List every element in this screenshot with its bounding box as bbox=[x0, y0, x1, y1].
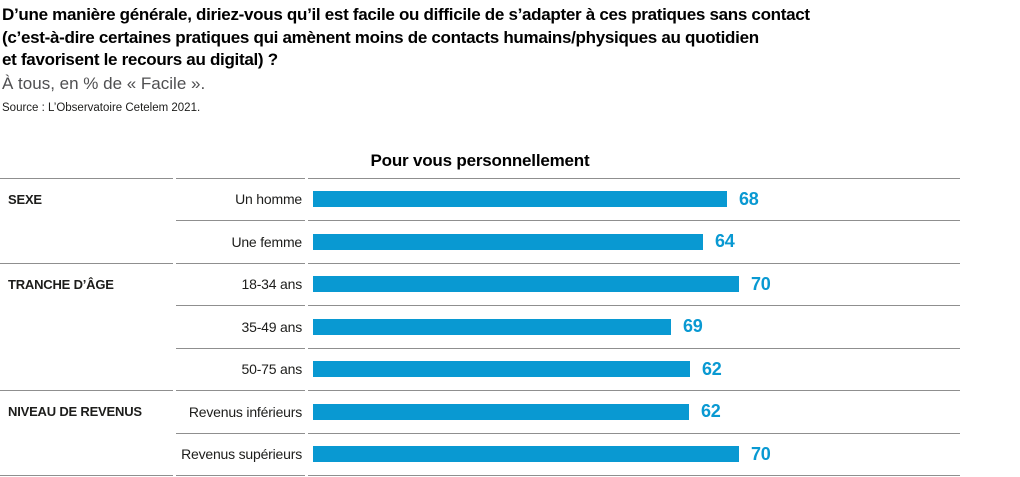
question-title-line-3: et favorisent le recours au digital) ? bbox=[2, 50, 278, 69]
category-label: TRANCHE D’ÂGE bbox=[0, 262, 173, 306]
value-label: 68 bbox=[739, 188, 759, 209]
value-label: 70 bbox=[751, 273, 771, 294]
table-row: TRANCHE D’ÂGE 18-34 ans 70 bbox=[0, 262, 960, 306]
bar-cell: 69 bbox=[308, 305, 960, 348]
table-row: Revenus supérieurs 70 bbox=[0, 432, 960, 476]
question-title-line-1: D’une manière générale, diriez-vous qu’i… bbox=[2, 5, 810, 24]
bar-cell: 70 bbox=[308, 262, 960, 306]
bar bbox=[313, 318, 671, 335]
category-label bbox=[0, 348, 173, 391]
value-label: 70 bbox=[751, 443, 771, 464]
table-row: Une femme 64 bbox=[0, 220, 960, 263]
question-subtitle: À tous, en % de « Facile ». bbox=[2, 73, 206, 93]
value-label: 62 bbox=[702, 358, 722, 379]
row-label: 50-75 ans bbox=[176, 347, 305, 391]
value-label: 62 bbox=[701, 401, 721, 422]
table-bottom-border-segment bbox=[308, 475, 960, 476]
bar-cell: 62 bbox=[308, 347, 960, 391]
row-label: Un homme bbox=[176, 177, 305, 221]
category-label bbox=[0, 433, 173, 476]
category-label: SEXE bbox=[0, 177, 173, 221]
bar-cell: 68 bbox=[308, 177, 960, 221]
category-label: NIVEAU DE REVENUS bbox=[0, 390, 173, 433]
bar-chart: Pour vous personnellement SEXE Un homme … bbox=[0, 151, 960, 476]
bar-cell: 70 bbox=[308, 432, 960, 476]
row-label: 18-34 ans bbox=[176, 262, 305, 306]
question-title-line-2: (c’est-à-dire certaines pratiques qui am… bbox=[2, 27, 759, 47]
table-row: 50-75 ans 62 bbox=[0, 347, 960, 391]
bar bbox=[313, 403, 689, 420]
table-row: SEXE Un homme 68 bbox=[0, 177, 960, 221]
bar-cell: 62 bbox=[308, 390, 960, 433]
bar bbox=[313, 233, 703, 250]
bar bbox=[313, 446, 739, 463]
category-label bbox=[0, 220, 173, 263]
value-label: 69 bbox=[683, 316, 703, 337]
bar bbox=[313, 361, 690, 378]
row-label: Revenus supérieurs bbox=[176, 432, 305, 476]
category-label bbox=[0, 305, 173, 348]
row-label: Revenus inférieurs bbox=[176, 390, 305, 433]
row-label: Une femme bbox=[176, 220, 305, 263]
question-title: D’une manière générale, diriez-vous qu’i… bbox=[0, 0, 1020, 72]
bar bbox=[313, 276, 739, 293]
bar bbox=[313, 191, 727, 208]
table-row: 35-49 ans 69 bbox=[0, 305, 960, 348]
table-bottom-border-segment bbox=[176, 475, 305, 476]
chart-table: SEXE Un homme 68 Une femme 64 TRANCHE D’… bbox=[0, 177, 960, 476]
bar-cell: 64 bbox=[308, 220, 960, 263]
source-note: Source : L’Observatoire Cetelem 2021. bbox=[2, 101, 201, 114]
table-bottom-border-segment bbox=[0, 475, 173, 476]
row-label: 35-49 ans bbox=[176, 305, 305, 348]
value-label: 64 bbox=[715, 231, 735, 252]
chart-title: Pour vous personnellement bbox=[370, 150, 590, 170]
table-row: NIVEAU DE REVENUS Revenus inférieurs 62 bbox=[0, 390, 960, 433]
